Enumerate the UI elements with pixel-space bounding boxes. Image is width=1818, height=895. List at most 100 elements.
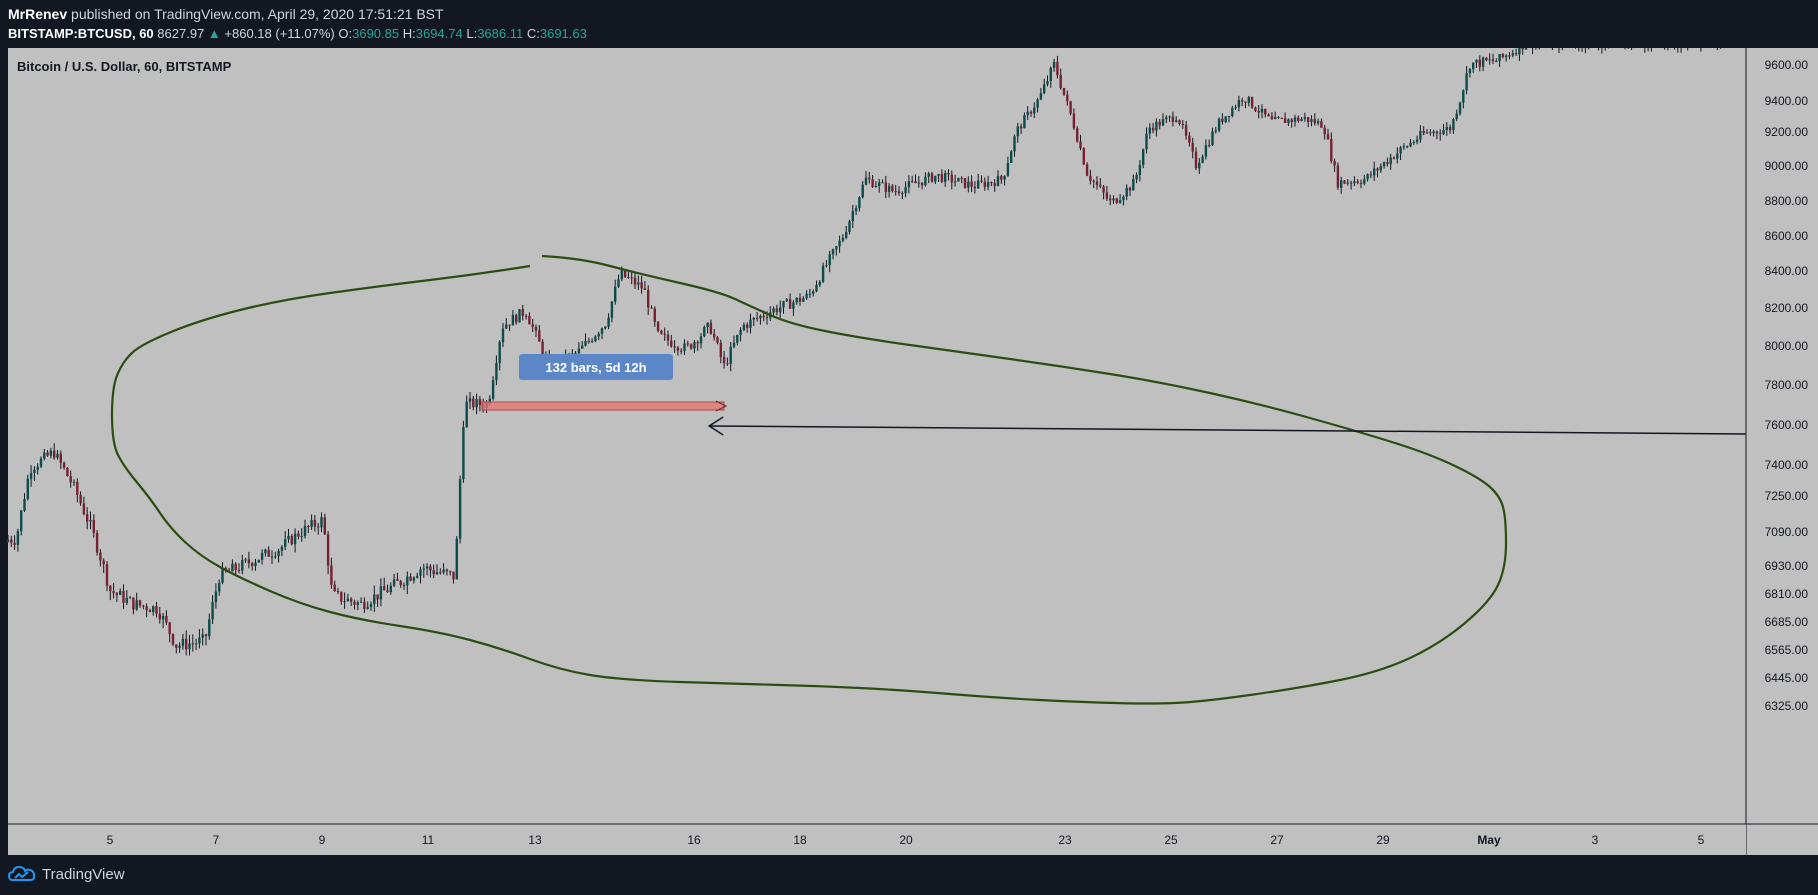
candle-body [1498,54,1501,62]
candle-body [478,399,482,406]
change-arrow-icon: ▲ [207,26,221,41]
x-tick-label: 9 [319,833,326,847]
candle-body [491,380,495,399]
candle-body [432,570,435,575]
candle-body [1472,62,1475,70]
plot-area[interactable] [8,48,1746,824]
price-axis[interactable] [1746,48,1818,855]
candle-body [1006,162,1010,176]
candle-body [178,645,181,648]
candle-body [891,185,894,192]
author-name[interactable]: MrRenev [8,6,68,22]
candle-body [1495,61,1498,63]
price-chart[interactable]: Bitcoin / U.S. Dollar, 60, BITSTAMP 9600… [0,30,1818,855]
candle-body [683,343,686,351]
candle-body [135,600,138,610]
candle-body [501,328,505,343]
candle-body [531,324,534,327]
candle-body [422,568,425,570]
candle-body [742,324,746,330]
candle-body [1224,116,1227,122]
candle-body [904,187,907,194]
y-tick-label: 6810.00 [1765,587,1809,601]
candle-body [1178,120,1181,124]
x-tick-label: 27 [1270,833,1284,847]
arrow-head-icon [707,416,724,436]
candle-series [6,30,1722,656]
measure-label-box [519,354,673,380]
candle-body [597,333,600,337]
candle-body [86,514,89,522]
candle-body [297,533,300,537]
candle-body [277,550,280,557]
candle-body [1415,139,1419,142]
candle-body [16,531,20,545]
candle-body [1462,90,1465,103]
candle-body [1465,73,1468,91]
candle-body [722,357,726,364]
x-tick-labels: 5 7 9 11 13 16 18 20 23 25 27 29 May 3 5 [107,833,1705,847]
y-tick-label: 7250.00 [1765,489,1809,503]
candle-body [1333,161,1336,166]
x-tick-label: 11 [422,833,435,847]
candle-body [1247,97,1250,103]
candle-body [924,176,927,186]
close-label: C: [526,26,540,41]
y-tick-label: 8200.00 [1765,301,1809,315]
candle-body [188,643,191,650]
candle-body [673,346,676,348]
candle-body [498,342,501,364]
candle-body [1369,174,1373,176]
candle-body [1274,116,1277,120]
candle-body [260,553,264,560]
candle-body [204,634,208,637]
candle-body [244,559,247,561]
candle-body [284,539,287,547]
candle-body [198,637,201,644]
candle-body [779,307,782,313]
chart-container[interactable]: Bitcoin / U.S. Dollar, 60, BITSTAMP 9600… [0,30,1818,855]
candle-body [416,575,419,578]
y-tick-label: 9000.00 [1765,159,1809,173]
time-axis[interactable] [8,824,1746,855]
candle-body [1056,61,1059,75]
candle-body [571,353,574,355]
candle-body [1412,141,1415,143]
candle-body [191,643,194,645]
candle-body [930,173,934,182]
candle-body [1409,142,1412,147]
candle-body [983,181,986,188]
tradingview-logo[interactable]: TradingView [8,865,125,883]
candle-body [310,519,313,527]
candle-body [617,279,620,287]
candle-body [435,572,439,575]
x-tick-label: 18 [793,833,807,847]
candle-body [1000,175,1003,180]
candle-body [716,337,719,343]
x-tick-label: May [1477,833,1501,847]
candle-body [521,309,524,316]
candle-body [755,317,759,319]
candle-body [343,601,346,603]
candle-body [1052,61,1056,68]
candle-body [977,180,980,189]
candle-body [759,315,762,319]
candle-body [409,576,412,581]
candle-body [1468,69,1472,74]
candle-body [538,330,541,342]
candle-body [366,606,369,609]
candle-body [762,315,765,318]
candle-body [581,345,584,349]
candle-body [1016,126,1019,137]
candle-body [247,559,251,564]
candle-body [1122,196,1125,201]
candle-body [20,510,23,532]
candle-body [1214,130,1217,132]
candle-body [577,348,581,354]
candle-body [1194,151,1198,169]
candle-body [884,182,887,192]
tradingview-cloud-icon [8,865,36,881]
candle-body [1142,149,1145,165]
candle-body [594,336,597,342]
candle-body [76,481,79,495]
